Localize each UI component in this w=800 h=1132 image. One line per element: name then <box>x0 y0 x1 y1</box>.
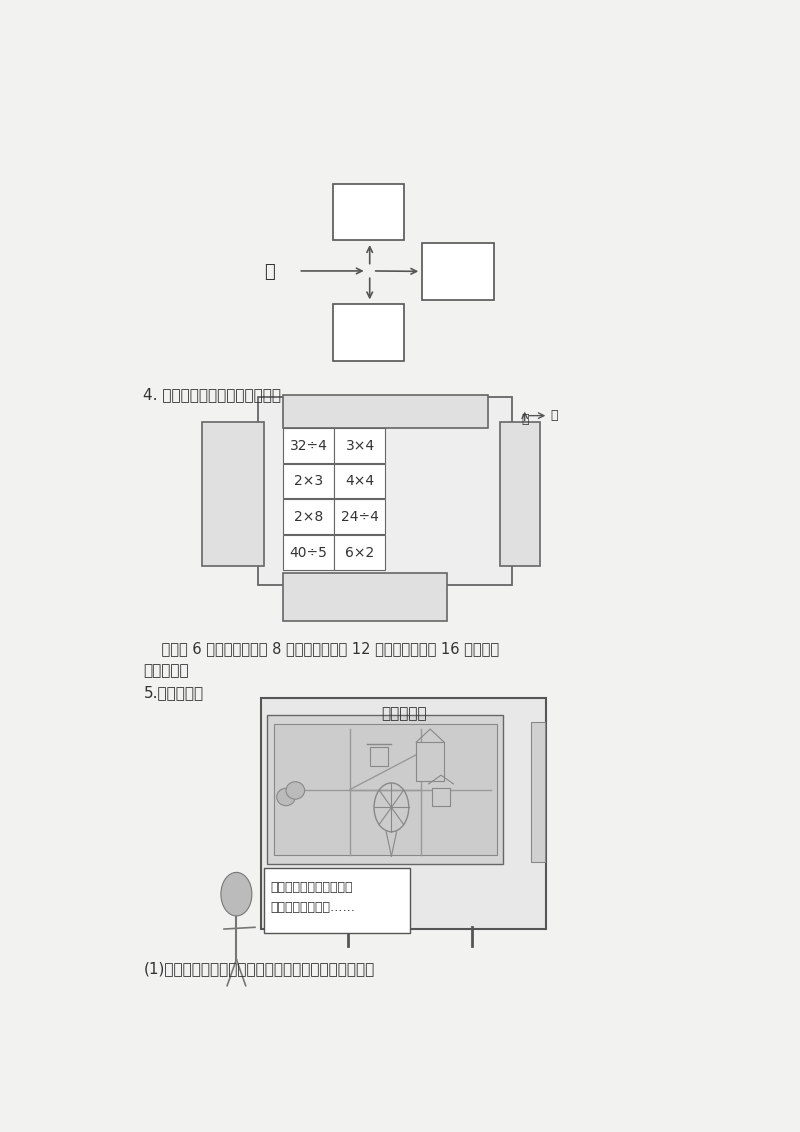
Text: 得数是 6 的向北，得数是 8 的向南，得数是 12 的向东，得数是 16 的向西。: 得数是 6 的向北，得数是 8 的向南，得数是 12 的向东，得数是 16 的向… <box>143 642 499 657</box>
Text: (1)摩天轮在人工湖的（　）面，在观览车的（　）面。: (1)摩天轮在人工湖的（ ）面，在观览车的（ ）面。 <box>143 961 374 976</box>
Text: 假山在人工湖的北面，观: 假山在人工湖的北面，观 <box>270 881 353 894</box>
Bar <box>334 464 386 498</box>
Text: 6×2: 6×2 <box>346 546 374 560</box>
Text: 公园示意图: 公园示意图 <box>381 706 426 721</box>
Bar <box>283 574 447 621</box>
Bar <box>334 499 386 534</box>
Bar <box>267 715 503 864</box>
Bar <box>333 305 404 361</box>
Bar <box>333 183 404 240</box>
Bar <box>283 464 334 498</box>
Text: 北: 北 <box>521 413 529 426</box>
Text: 2×3: 2×3 <box>294 474 323 488</box>
Text: 3×4: 3×4 <box>346 439 374 453</box>
Text: 40÷5: 40÷5 <box>290 546 327 560</box>
Bar <box>334 428 386 463</box>
Bar <box>264 868 410 934</box>
Bar <box>283 428 334 463</box>
Bar <box>258 397 512 585</box>
Bar <box>334 535 386 569</box>
Bar <box>422 243 494 300</box>
Bar <box>370 746 388 765</box>
Bar <box>202 422 264 566</box>
Bar <box>283 499 334 534</box>
Bar <box>500 422 540 566</box>
Bar <box>416 743 444 781</box>
Bar <box>274 724 497 855</box>
Text: 4×4: 4×4 <box>346 474 374 488</box>
Text: 览车的东面有凉亭……: 览车的东面有凉亭…… <box>270 901 355 915</box>
Text: 西: 西 <box>264 263 275 281</box>
Text: 24÷4: 24÷4 <box>341 511 379 524</box>
Bar <box>531 722 545 861</box>
Text: 东: 东 <box>550 409 558 422</box>
Ellipse shape <box>286 782 305 799</box>
Circle shape <box>221 873 252 916</box>
Text: 32÷4: 32÷4 <box>290 439 327 453</box>
Text: 5.　进公园。: 5. 进公园。 <box>143 685 203 700</box>
Bar <box>262 698 546 929</box>
Text: 2×8: 2×8 <box>294 511 323 524</box>
Text: 4. 算一算，然后按要求分一分。: 4. 算一算，然后按要求分一分。 <box>143 387 282 402</box>
Bar <box>432 788 450 806</box>
Bar <box>283 395 487 428</box>
Text: 智慧摩天轮: 智慧摩天轮 <box>143 663 189 678</box>
Bar <box>283 535 334 569</box>
Ellipse shape <box>277 788 295 806</box>
